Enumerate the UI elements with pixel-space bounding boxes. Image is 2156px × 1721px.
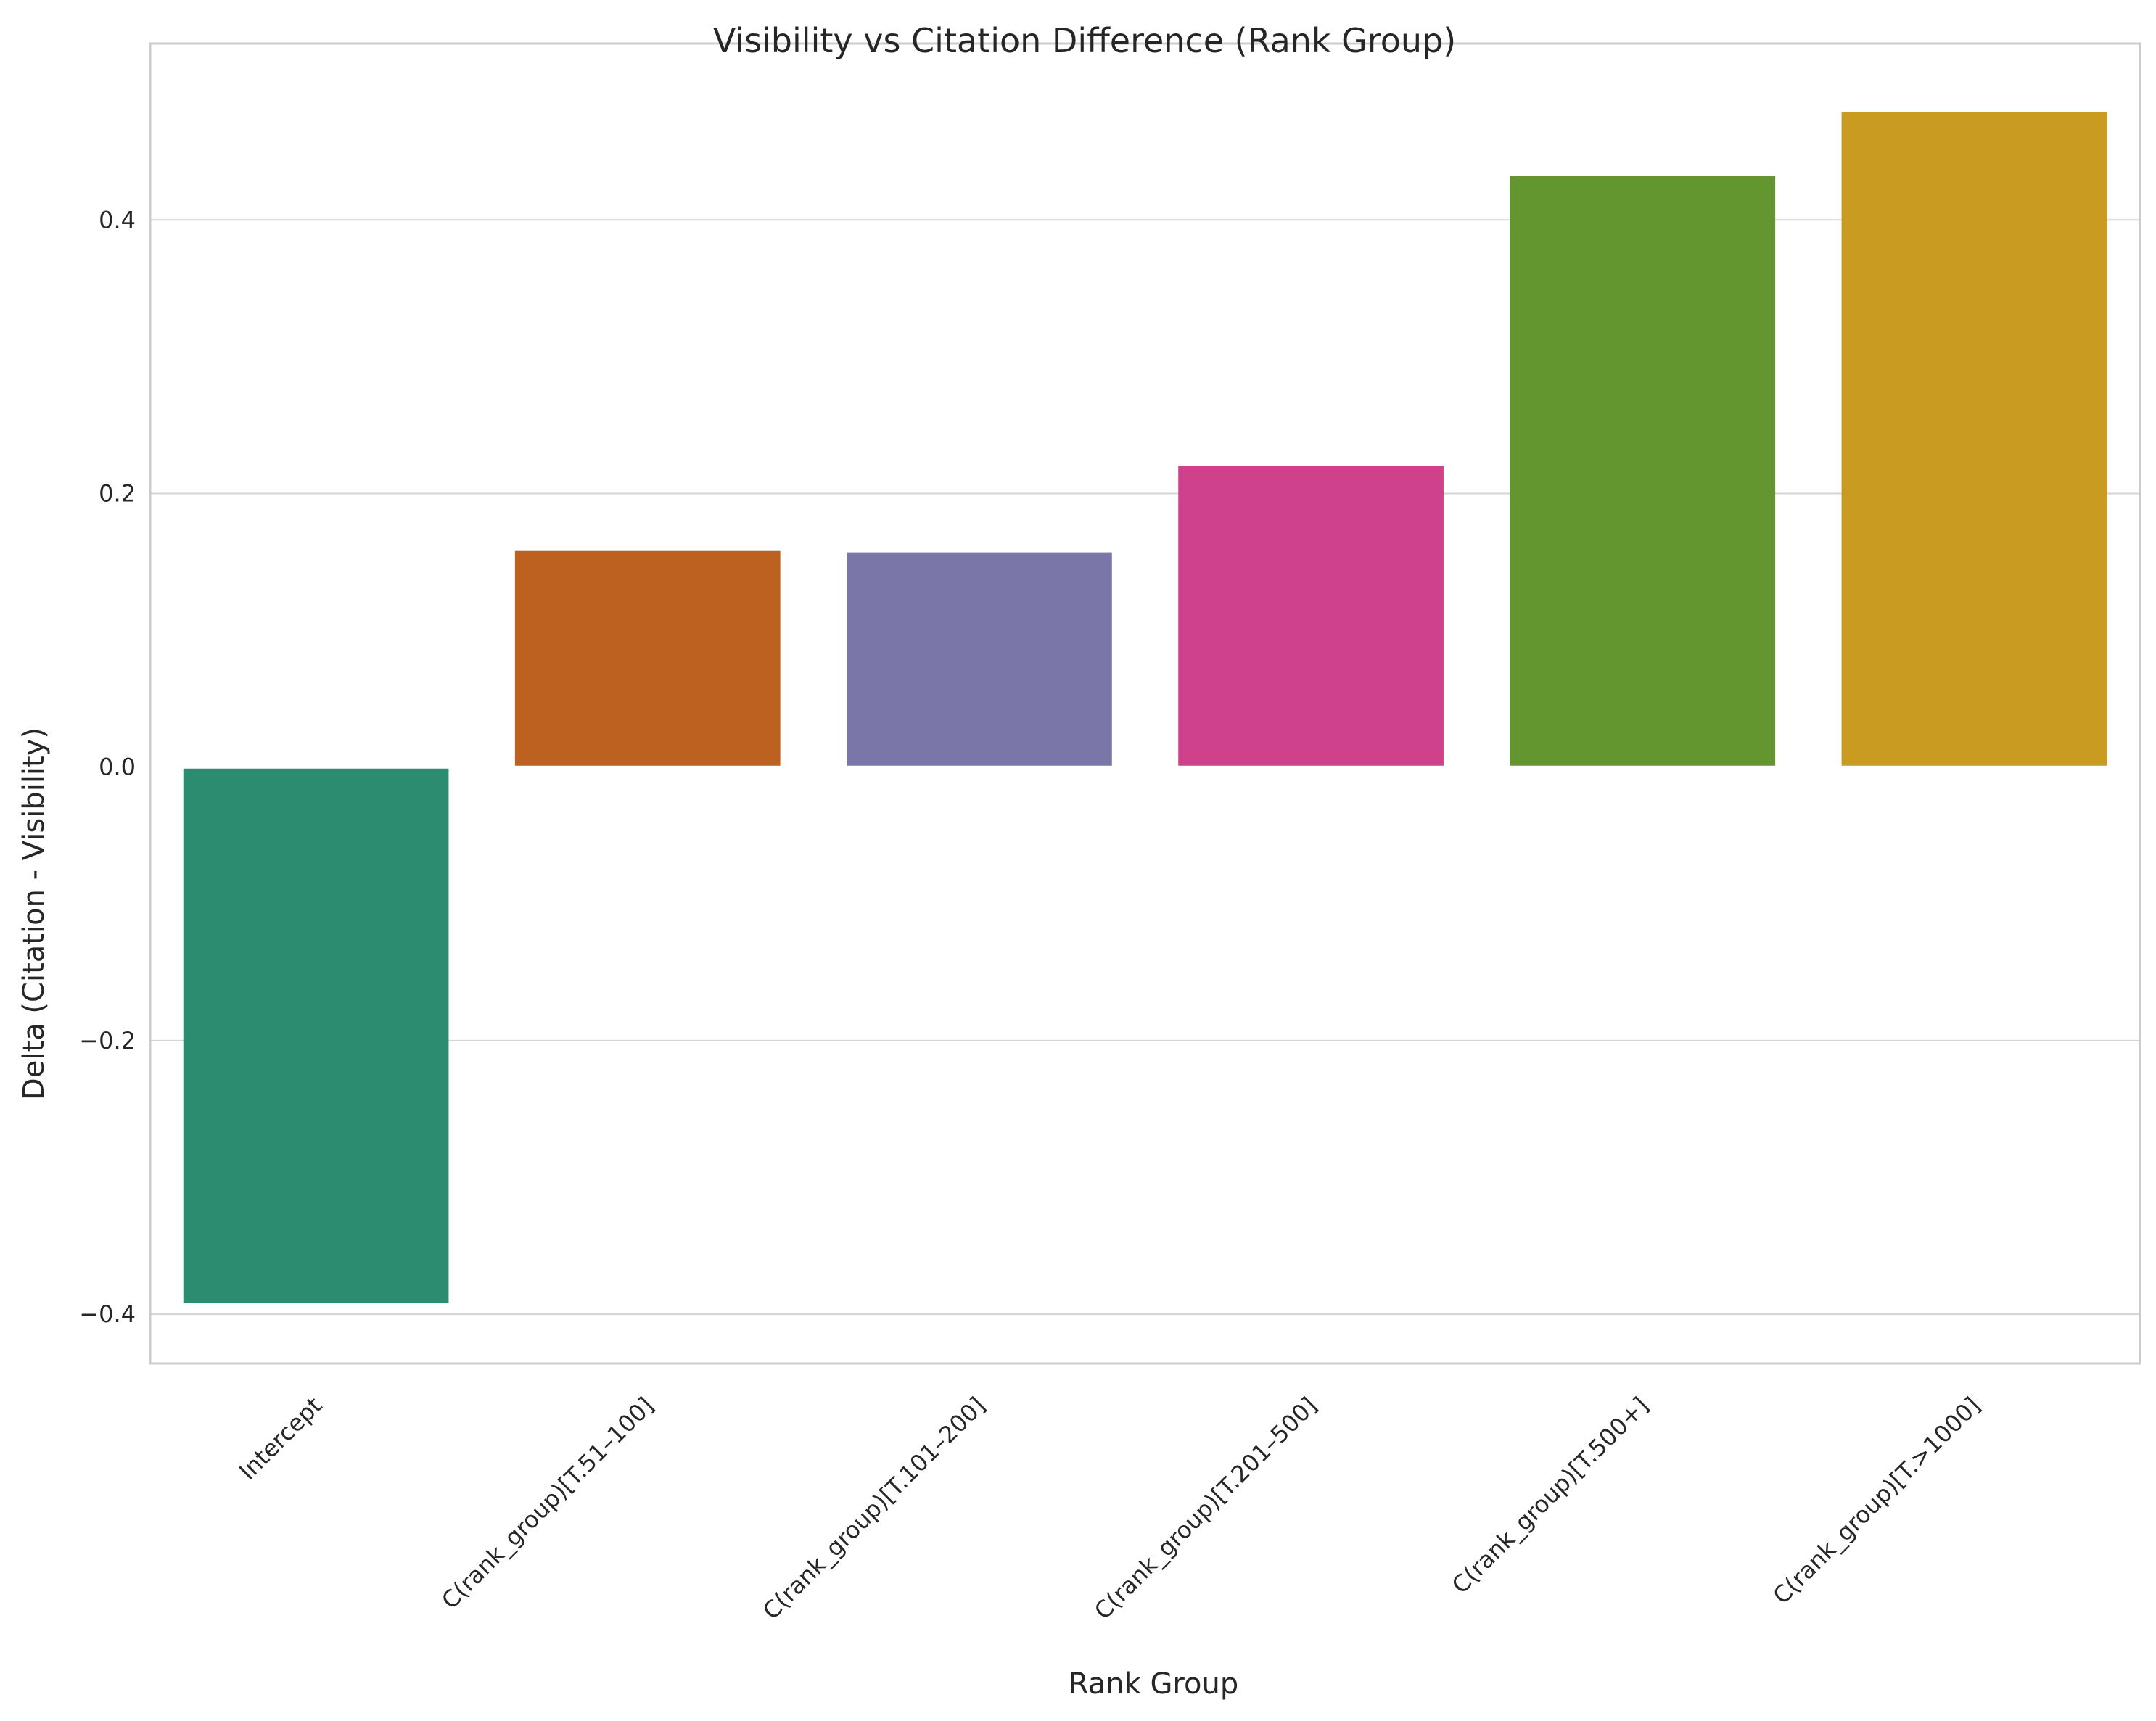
- y-axis-label: Delta (Citation - Visibility): [17, 727, 51, 1100]
- y-tick-label: 0.2: [99, 479, 136, 507]
- y-tick-labels: −0.4 −0.2 0.0 0.2 0.4: [79, 206, 136, 1328]
- x-tick-label: Intercept: [234, 1392, 327, 1485]
- x-tick-label: C(rank_group)[T.51–100]: [436, 1392, 659, 1614]
- bar: [847, 552, 1112, 767]
- bars: [183, 112, 2107, 1304]
- x-tick-label: C(rank_group)[T.>1000]: [1768, 1392, 1986, 1609]
- bar: [1841, 112, 2107, 767]
- bar: [1510, 176, 1776, 767]
- x-tick-labels: Intercept C(rank_group)[T.51–100] C(rank_g…: [234, 1392, 1986, 1625]
- x-tick-label: C(rank_group)[T.500+]: [1447, 1392, 1654, 1599]
- bar: [514, 550, 781, 767]
- plot-frame: [149, 42, 2141, 1365]
- bar: [1178, 466, 1444, 767]
- x-axis-label: Rank Group: [1069, 1667, 1238, 1701]
- y-tick-label: 0.4: [99, 206, 136, 234]
- chart-title: Visibility vs Citation Difference (Rank …: [713, 21, 1456, 60]
- x-tick-label: C(rank_group)[T.101–200]: [757, 1392, 991, 1625]
- bar: [183, 767, 449, 1304]
- y-tick-label: −0.4: [79, 1300, 136, 1328]
- y-tick-label: −0.2: [79, 1027, 136, 1055]
- y-tick-label: 0.0: [99, 754, 136, 781]
- x-tick-label: C(rank_group)[T.201–500]: [1089, 1392, 1322, 1625]
